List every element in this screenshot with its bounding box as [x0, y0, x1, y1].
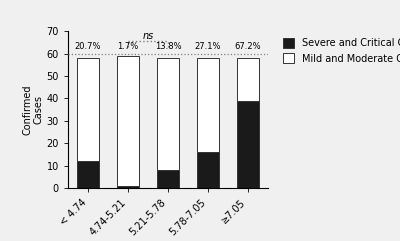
Y-axis label: Confirmed
Cases: Confirmed Cases	[22, 84, 44, 135]
Bar	[197, 58, 219, 152]
Text: 27.1%: 27.1%	[195, 42, 221, 52]
Bar	[157, 58, 179, 170]
Bar	[77, 58, 99, 161]
Bar	[117, 56, 139, 186]
Text: 20.7%: 20.7%	[75, 42, 101, 52]
Text: ns: ns	[142, 31, 154, 41]
Text: 1.7%: 1.7%	[118, 42, 139, 52]
Bar	[237, 58, 259, 101]
Legend: Severe and Critical Cases, Mild and Moderate Cases: Severe and Critical Cases, Mild and Mode…	[281, 36, 400, 66]
Bar	[157, 170, 179, 188]
Bar	[237, 101, 259, 188]
Bar	[117, 186, 139, 188]
Text: 67.2%: 67.2%	[235, 42, 261, 52]
Bar	[77, 161, 99, 188]
Text: 13.8%: 13.8%	[155, 42, 181, 52]
Bar	[197, 152, 219, 188]
